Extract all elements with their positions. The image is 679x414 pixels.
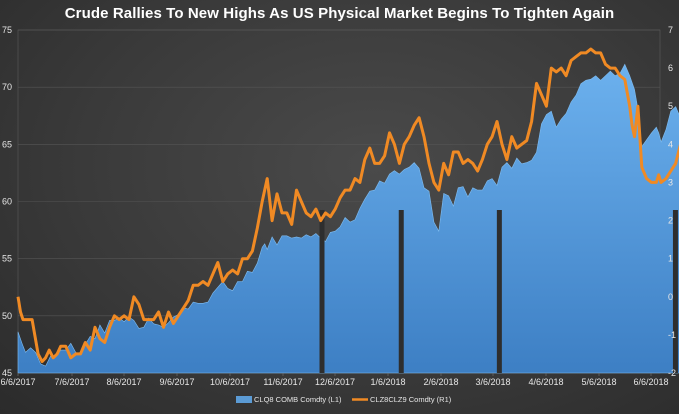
left-tick-label: 75 (2, 25, 12, 35)
x-tick-label: 10/6/2017 (210, 377, 250, 387)
right-tick-label: -2 (668, 368, 676, 378)
area-gap (398, 210, 404, 373)
x-tick-label: 5/6/2018 (581, 377, 616, 387)
x-tick-label: 6/6/2017 (0, 377, 35, 387)
area-gap (319, 210, 325, 373)
right-tick-label: 6 (668, 63, 673, 73)
right-tick-label: 5 (668, 101, 673, 111)
right-tick-label: 7 (668, 25, 673, 35)
right-tick-label: -1 (668, 330, 676, 340)
area-gap (496, 210, 502, 373)
x-tick-label: 4/6/2018 (528, 377, 563, 387)
area-series-clq8 (17, 63, 679, 374)
left-tick-label: 55 (2, 254, 12, 264)
right-tick-label: 1 (668, 254, 673, 264)
x-tick-label: 1/6/2018 (370, 377, 405, 387)
right-tick-label: 2 (668, 216, 673, 226)
right-tick-label: 4 (668, 139, 673, 149)
left-tick-label: 45 (2, 368, 12, 378)
legend-layer: CLQ8 COMB Comdty (L1) CLZ8CLZ9 Comdty (R1… (236, 395, 452, 404)
x-tick-label: 11/6/2017 (263, 377, 302, 387)
left-tick-label: 60 (2, 197, 12, 207)
left-tick-label: 50 (2, 311, 12, 321)
left-tick-label: 65 (2, 139, 12, 149)
legend-label-clz8clz9: CLZ8CLZ9 Comdty (R1) (370, 395, 452, 404)
legend-label-clq8: CLQ8 COMB Comdty (L1) (254, 395, 342, 404)
area-layer (17, 63, 679, 374)
x-tick-label: 6/6/2018 (633, 377, 668, 387)
line-series-clz8clz9 (16, 47, 679, 364)
gap-layer (319, 210, 678, 373)
x-tick-label: 8/6/2017 (106, 377, 141, 387)
left-tick-label: 70 (2, 82, 12, 92)
right-tick-label: 0 (668, 292, 673, 302)
x-tick-label: 9/6/2017 (159, 377, 194, 387)
x-tick-label: 12/6/2017 (315, 377, 355, 387)
x-tick-label: 7/6/2017 (54, 377, 89, 387)
right-tick-label: 3 (668, 177, 673, 187)
x-tick-label: 2/6/2018 (423, 377, 458, 387)
line-layer (16, 47, 679, 364)
legend-swatch-clq8 (236, 396, 252, 403)
x-tick-label: 3/6/2018 (475, 377, 510, 387)
chart-title: Crude Rallies To New Highs As US Physica… (64, 5, 615, 22)
area-gap (672, 210, 678, 373)
